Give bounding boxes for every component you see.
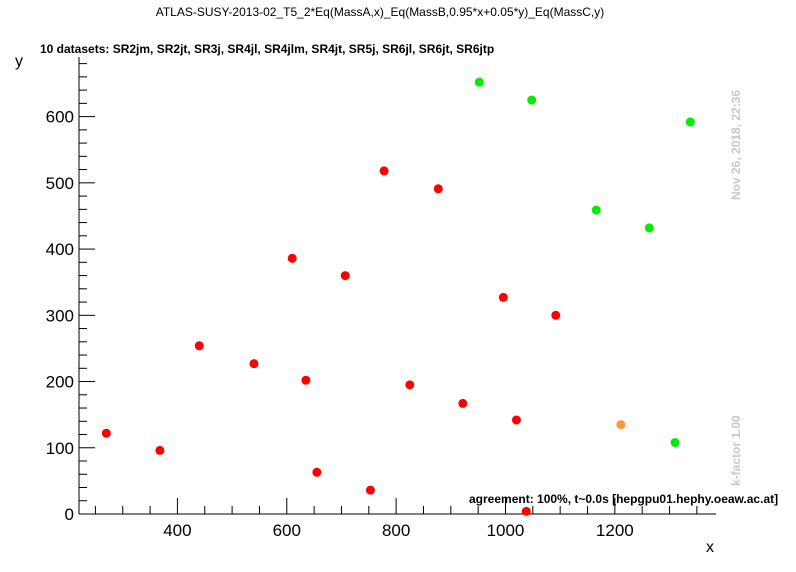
data-point-excluded — [287, 253, 297, 263]
chart-subtitle: 10 datasets: SR2jm, SR2jt, SR3j, SR4jl, … — [40, 42, 494, 56]
y-tick-label: 300 — [46, 306, 74, 325]
data-point-borderline — [616, 420, 626, 430]
kfactor-side-text: k-factor 1.00 — [729, 415, 743, 486]
data-point-excluded — [312, 467, 322, 477]
axis-ticks: 0 100 200 300 400 500 600 400 600 800 1000 1200 — [46, 63, 698, 540]
data-points — [101, 77, 695, 516]
x-tick-label: 1000 — [487, 521, 525, 540]
data-point-excluded — [340, 271, 350, 281]
data-point-excluded — [365, 485, 375, 495]
data-point-allowed — [527, 95, 537, 105]
x-tick-label: 600 — [273, 521, 301, 540]
x-tick-label: 1200 — [596, 521, 634, 540]
agreement-annotation: agreement: 100%, t~0.0s [hepgpu01.hephy.… — [469, 492, 778, 506]
data-point-excluded — [511, 415, 521, 425]
data-point-allowed — [670, 437, 680, 447]
y-tick-label: 500 — [46, 174, 74, 193]
data-point-excluded — [458, 398, 468, 408]
data-point-excluded — [194, 341, 204, 351]
chart-title: ATLAS-SUSY-2013-02_T5_2*Eq(MassA,x)_Eq(M… — [156, 5, 605, 19]
plot-frame — [78, 57, 716, 515]
data-point-excluded — [521, 506, 531, 516]
data-point-excluded — [101, 428, 111, 438]
data-point-excluded — [301, 375, 311, 385]
y-tick-label: 100 — [46, 439, 74, 458]
y-tick-label: 400 — [46, 240, 74, 259]
data-point-allowed — [685, 117, 695, 127]
x-tick-label: 400 — [163, 521, 191, 540]
data-point-allowed — [644, 223, 654, 233]
data-point-excluded — [498, 292, 508, 302]
y-tick-label: 200 — [46, 373, 74, 392]
x-axis-label: x — [706, 539, 714, 556]
data-point-excluded — [551, 310, 561, 320]
data-point-excluded — [249, 359, 259, 369]
data-point-excluded — [405, 380, 415, 390]
timestamp-side-text: Nov 26, 2018, 22:36 — [729, 90, 743, 200]
data-point-excluded — [433, 184, 443, 194]
y-axis-label: y — [15, 53, 23, 70]
data-point-excluded — [155, 445, 165, 455]
data-point-excluded — [379, 166, 389, 176]
y-tick-label: 600 — [46, 108, 74, 127]
x-tick-label: 800 — [382, 521, 410, 540]
data-point-allowed — [474, 77, 484, 87]
y-tick-label: 0 — [65, 505, 74, 524]
data-point-allowed — [591, 205, 601, 215]
